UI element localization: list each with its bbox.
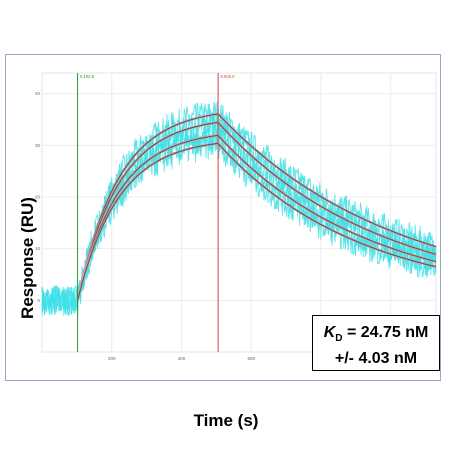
x-axis-label: Time (s) bbox=[193, 411, 259, 430]
x-tick-label: 200 bbox=[108, 356, 116, 361]
y-tick-label: 0 bbox=[37, 298, 40, 303]
y-axis-label: Response (RU) bbox=[18, 197, 37, 319]
kd-error: +/- 4.03 nM bbox=[334, 350, 418, 368]
fit-outline-1 bbox=[76, 112, 437, 301]
fit-curves bbox=[76, 112, 437, 301]
injection-end-label: X:505.0 bbox=[220, 74, 235, 79]
kd-value: = 24.75 nM bbox=[346, 324, 429, 341]
y-tick-label: 10 bbox=[35, 246, 41, 251]
y-tick-label: 20 bbox=[35, 195, 41, 200]
kd-value-line: KD = 24.75 nM bbox=[313, 323, 439, 349]
injection-start-label: X:102.8 bbox=[80, 74, 95, 79]
injection-markers: X:102.8 X:505.0 bbox=[77, 73, 235, 352]
fit-curve-3 bbox=[77, 134, 437, 301]
x-tick-label: 400 bbox=[178, 356, 186, 361]
y-tick-label: 40 bbox=[35, 91, 41, 96]
kd-symbol: K bbox=[323, 324, 336, 341]
fit-curve-4 bbox=[77, 142, 437, 301]
fit-curve-2 bbox=[77, 121, 437, 301]
data-trace-2 bbox=[41, 107, 437, 316]
y-tick-label: 30 bbox=[35, 143, 41, 148]
x-tick-label: 600 bbox=[247, 356, 255, 361]
chart-frame: 2004006008001000010203040 X:102.8X:505.0… bbox=[5, 54, 441, 430]
kd-annotation-box: KD = 24.75 nM +/- 4.03 nM bbox=[312, 315, 440, 371]
plot-area bbox=[41, 72, 437, 353]
kd-subscript: D bbox=[335, 333, 343, 345]
fit-outline-2 bbox=[76, 121, 437, 301]
fit-curve-1 bbox=[77, 113, 437, 301]
